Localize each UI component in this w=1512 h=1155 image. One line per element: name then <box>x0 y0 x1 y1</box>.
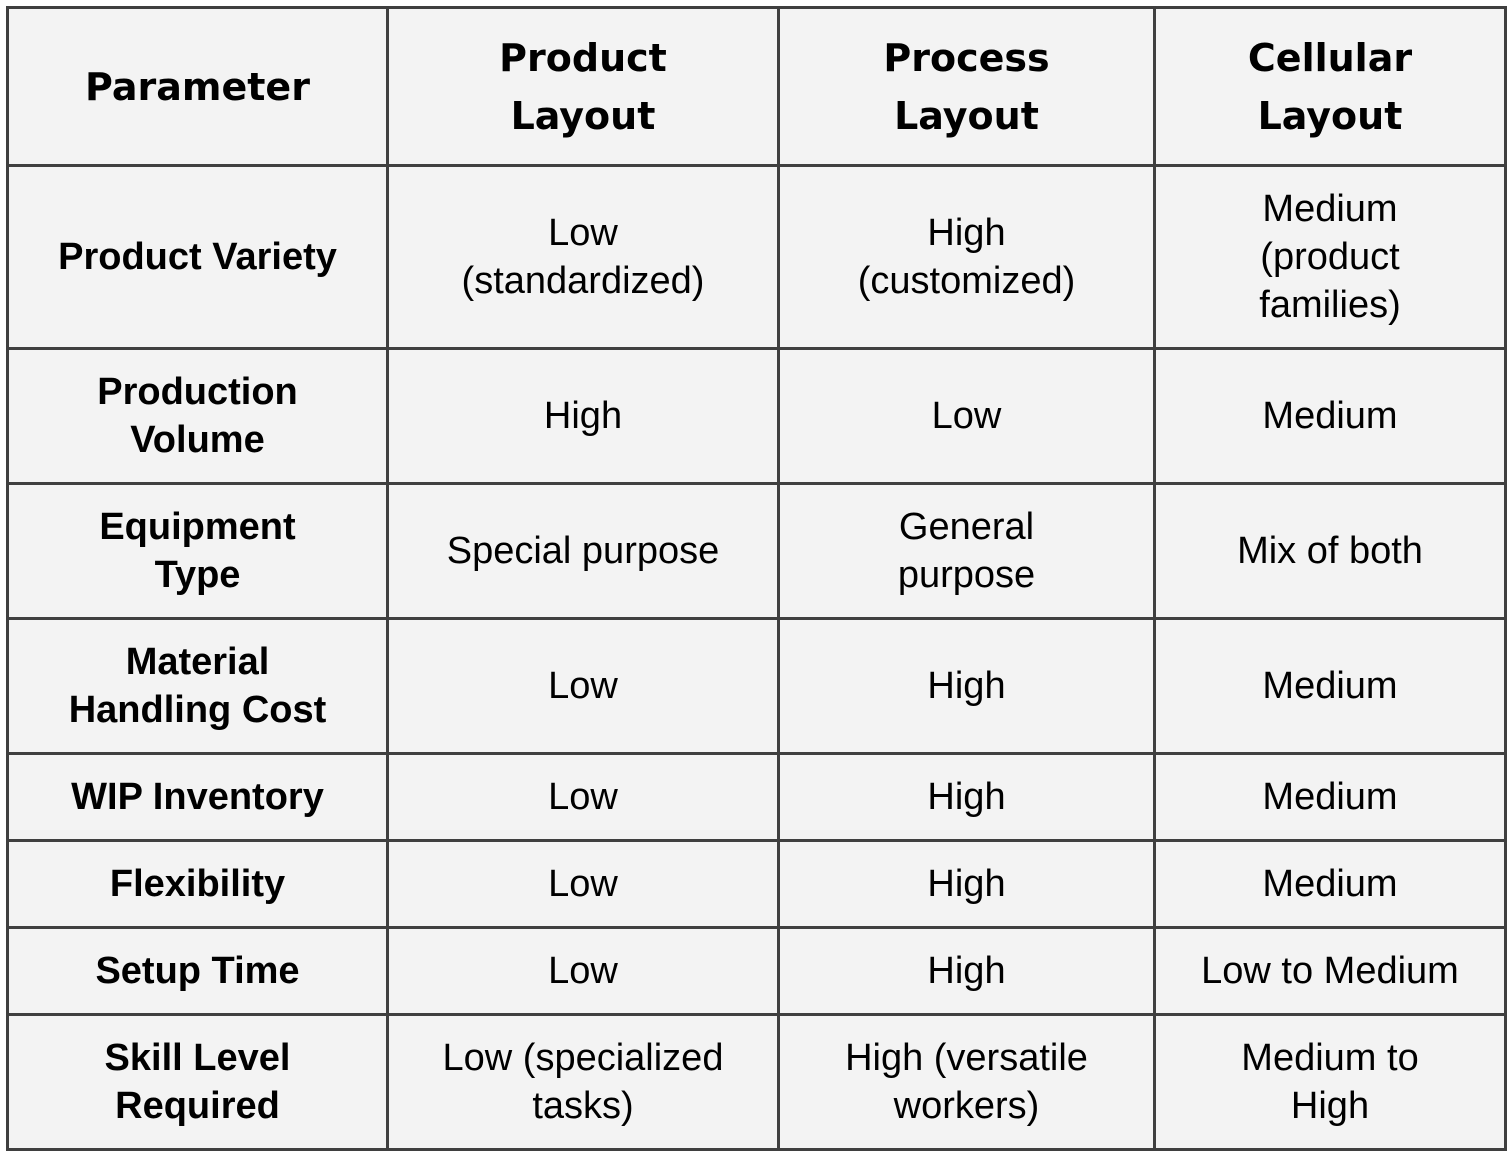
cell-product: Special purpose <box>386 482 780 620</box>
cell-cellular: Medium (product families) <box>1153 164 1507 350</box>
header-process-layout-text: Process Layout <box>883 35 1050 138</box>
row-parameter: Production Volume <box>6 347 389 485</box>
table-row: WIP Inventory Low High Medium <box>6 752 1507 842</box>
table-header-row: Parameter Product Layout Process Layout … <box>6 6 1507 167</box>
cell-process: High (customized) <box>777 164 1156 350</box>
cell-cellular: Medium <box>1153 617 1507 755</box>
table-row: Production Volume High Low Medium <box>6 347 1507 485</box>
cell-process: High <box>777 926 1156 1016</box>
cell-product: High <box>386 347 780 485</box>
header-process-layout: Process Layout <box>777 6 1156 167</box>
cell-cellular: Medium to High <box>1153 1013 1507 1151</box>
cell-cellular: Medium <box>1153 347 1507 485</box>
cell-cellular: Mix of both <box>1153 482 1507 620</box>
cell-process: General purpose <box>777 482 1156 620</box>
cell-cellular-text: Medium (product families) <box>1259 188 1401 326</box>
cell-product: Low <box>386 752 780 842</box>
comparison-table-container: Parameter Product Layout Process Layout … <box>6 6 1507 1151</box>
cell-process: High <box>777 752 1156 842</box>
cell-process: Low <box>777 347 1156 485</box>
table-row: Product Variety Low (standardized) High … <box>6 164 1507 350</box>
row-parameter-text: Equipment Type <box>99 506 296 596</box>
cell-product: Low <box>386 617 780 755</box>
cell-cellular-text: Medium to High <box>1241 1037 1419 1127</box>
row-parameter: Equipment Type <box>6 482 389 620</box>
cell-cellular: Medium <box>1153 752 1507 842</box>
header-product-layout: Product Layout <box>386 6 780 167</box>
cell-process: High <box>777 617 1156 755</box>
row-parameter-text: Production Volume <box>97 371 298 461</box>
cell-product: Low (specialized tasks) <box>386 1013 780 1151</box>
cell-process-text: High (versatile workers) <box>845 1037 1088 1127</box>
row-parameter: Setup Time <box>6 926 389 1016</box>
cell-process-text: General purpose <box>897 506 1036 596</box>
header-product-layout-text: Product Layout <box>499 35 667 138</box>
row-parameter: Flexibility <box>6 839 389 929</box>
header-parameter: Parameter <box>6 6 389 167</box>
cell-product: Low <box>386 839 780 929</box>
row-parameter: WIP Inventory <box>6 752 389 842</box>
row-parameter-text: Skill Level Required <box>104 1037 291 1127</box>
row-parameter: Product Variety <box>6 164 389 350</box>
cell-product-text: Low (specialized tasks) <box>442 1037 724 1127</box>
table-row: Flexibility Low High Medium <box>6 839 1507 929</box>
table-row: Skill Level Required Low (specialized ta… <box>6 1013 1507 1151</box>
layout-comparison-table: Parameter Product Layout Process Layout … <box>6 6 1507 1151</box>
cell-process: High (versatile workers) <box>777 1013 1156 1151</box>
header-cellular-layout-text: Cellular Layout <box>1247 35 1413 138</box>
header-cellular-layout: Cellular Layout <box>1153 6 1507 167</box>
cell-product-text: Low (standardized) <box>461 212 705 302</box>
cell-process: High <box>777 839 1156 929</box>
row-parameter-text: Material Handling Cost <box>68 641 327 731</box>
cell-cellular: Medium <box>1153 839 1507 929</box>
table-row: Material Handling Cost Low High Medium <box>6 617 1507 755</box>
cell-product: Low (standardized) <box>386 164 780 350</box>
table-row: Equipment Type Special purpose General p… <box>6 482 1507 620</box>
row-parameter: Skill Level Required <box>6 1013 389 1151</box>
cell-product: Low <box>386 926 780 1016</box>
cell-cellular: Low to Medium <box>1153 926 1507 1016</box>
cell-process-text: High (customized) <box>857 212 1076 302</box>
table-row: Setup Time Low High Low to Medium <box>6 926 1507 1016</box>
row-parameter: Material Handling Cost <box>6 617 389 755</box>
